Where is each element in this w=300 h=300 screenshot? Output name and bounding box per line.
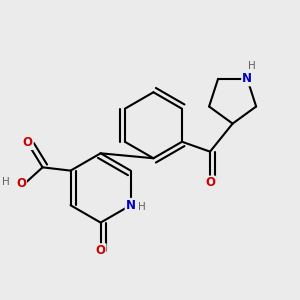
Text: H: H [248, 61, 256, 70]
Text: H: H [2, 177, 10, 187]
Text: O: O [16, 177, 26, 190]
Text: O: O [96, 244, 106, 257]
Text: N: N [242, 72, 252, 85]
Text: H: H [138, 202, 146, 212]
Text: O: O [23, 136, 33, 149]
Text: O: O [205, 176, 215, 190]
Text: N: N [126, 199, 136, 212]
